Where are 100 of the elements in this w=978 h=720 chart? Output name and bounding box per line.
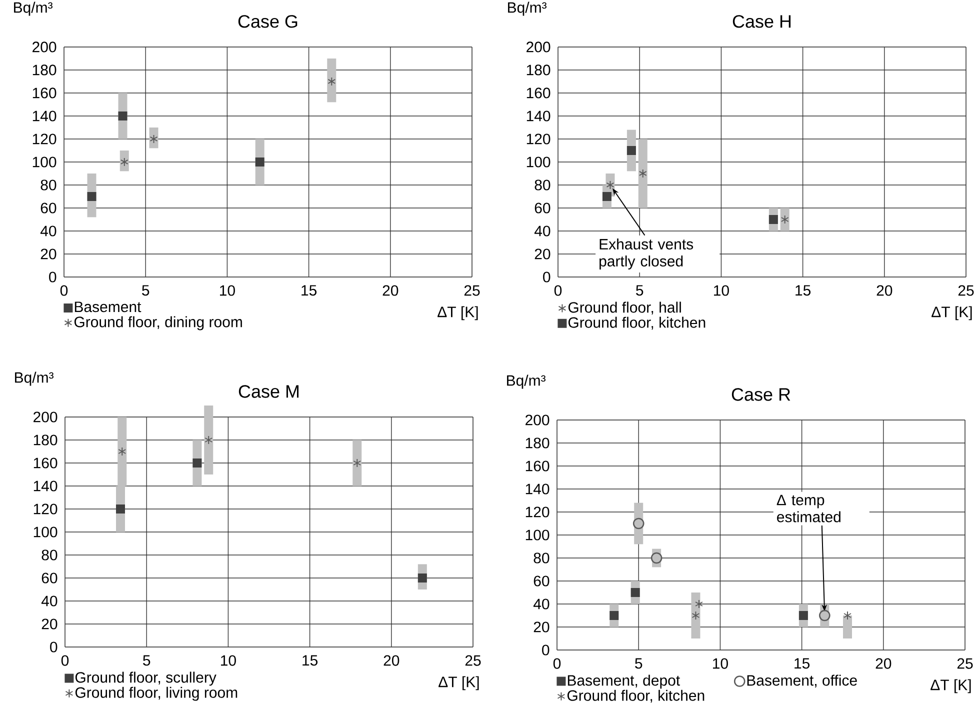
y-tick-label: 40	[41, 596, 58, 606]
y-tick-label: 140	[526, 110, 550, 122]
x-tick-label: 25	[464, 285, 480, 296]
y-tick-label: 40	[534, 226, 550, 236]
y-tick-label: 160	[32, 88, 56, 98]
y-tick-label: 60	[40, 202, 56, 214]
x-tick-label: 20	[876, 285, 892, 296]
x-tick-label: 10	[220, 285, 235, 296]
y-axis-title: Bq/m³	[14, 2, 53, 16]
x-tick-label: 25	[957, 658, 973, 669]
y-tick-label: 0	[542, 644, 550, 656]
x-tick-label: 25	[958, 285, 974, 296]
x-tick-label: 15	[302, 655, 318, 666]
y-tick-label: 80	[42, 550, 58, 560]
legend-label: Basement	[74, 302, 142, 312]
y-tick-label: 160	[526, 460, 550, 472]
point	[602, 192, 612, 201]
annotation: Exhaust vents partly closed	[600, 238, 694, 270]
x-tick-label: 20	[384, 655, 400, 666]
y-axis-title: Bq/m³	[15, 372, 54, 386]
point	[610, 611, 619, 620]
annotation: Δ temp estimated	[776, 494, 840, 522]
y-tick-label: 20	[42, 618, 58, 630]
point	[204, 435, 213, 444]
y-tick-label: 140	[526, 484, 550, 494]
legend-label: Ground floor, hall	[568, 302, 681, 314]
y-tick-label: 0	[50, 642, 58, 652]
x-tick-label: 20	[876, 658, 892, 669]
point	[255, 157, 264, 166]
y-axis-title: Bq/m³	[507, 374, 546, 389]
x-tick-label: 5	[635, 658, 642, 669]
point	[192, 458, 202, 468]
y-tick-label: 60	[42, 572, 58, 584]
y-tick-label: 120	[34, 504, 58, 514]
point	[328, 76, 336, 86]
x-axis-title: ΔT [K]	[438, 306, 478, 320]
y-tick-label: 120	[526, 134, 550, 144]
y-tick-label: 180	[32, 64, 56, 76]
point	[819, 610, 830, 622]
y-tick-label: 120	[526, 506, 550, 518]
chart-title: Case H	[732, 15, 791, 28]
point	[630, 588, 640, 597]
y-tick-label: 80	[534, 180, 550, 190]
point	[650, 552, 662, 564]
y-tick-label: 60	[534, 576, 550, 586]
x-tick-label: 5	[143, 655, 150, 666]
point	[418, 574, 427, 582]
point	[87, 192, 96, 201]
x-tick-label: 5	[142, 285, 150, 296]
point	[118, 446, 126, 456]
x-tick-label: 15	[302, 285, 317, 296]
point	[120, 157, 128, 166]
legend-label: Ground floor, kitchen	[567, 690, 704, 703]
x-tick-label: 10	[714, 285, 729, 296]
point	[353, 458, 362, 468]
chart-title: Case G	[238, 15, 298, 28]
point	[116, 504, 125, 514]
y-tick-label: 0	[49, 272, 56, 282]
x-tick-label: 10	[713, 658, 728, 669]
y-tick-label: 200	[526, 42, 550, 52]
y-tick-label: 120	[32, 134, 56, 144]
x-tick-label: 0	[553, 658, 561, 669]
point	[798, 611, 808, 620]
x-tick-label: 20	[382, 285, 398, 296]
legend-label: Ground floor, scullery	[75, 672, 216, 686]
y-tick-label: 200	[526, 414, 550, 426]
y-axis-title: Bq/m³	[508, 2, 547, 16]
y-tick-label: 80	[534, 552, 550, 564]
point	[150, 134, 158, 144]
y-tick-label: 60	[534, 202, 550, 214]
x-tick-label: 0	[554, 285, 562, 296]
x-axis-title: ΔT [K]	[932, 306, 972, 320]
legend-label: Ground floor, living room	[75, 686, 238, 701]
y-tick-label: 140	[32, 110, 56, 122]
point	[632, 518, 644, 530]
y-tick-label: 100	[526, 530, 550, 540]
point	[695, 600, 703, 608]
point	[780, 214, 789, 224]
x-tick-label: 15	[794, 658, 810, 669]
y-tick-label: 20	[40, 248, 56, 260]
point	[626, 146, 636, 155]
y-tick-label: 180	[526, 64, 550, 76]
y-tick-label: 100	[526, 156, 550, 168]
y-tick-label: 160	[34, 458, 58, 468]
x-tick-label: 5	[636, 285, 644, 296]
x-tick-label: 10	[221, 655, 236, 666]
point	[118, 111, 128, 120]
y-tick-label: 20	[534, 248, 550, 260]
x-tick-label: 25	[465, 655, 481, 666]
point	[606, 180, 614, 190]
x-tick-label: 0	[60, 285, 68, 296]
y-tick-label: 80	[40, 180, 56, 190]
y-tick-label: 180	[526, 438, 550, 448]
x-axis-title: ΔT [K]	[438, 676, 479, 690]
point	[638, 168, 647, 178]
y-tick-label: 200	[34, 412, 58, 422]
legend-label: Ground floor, kitchen	[568, 316, 706, 330]
y-tick-label: 160	[526, 88, 550, 98]
legend-label: Basement, depot	[568, 674, 680, 689]
point	[692, 611, 700, 620]
